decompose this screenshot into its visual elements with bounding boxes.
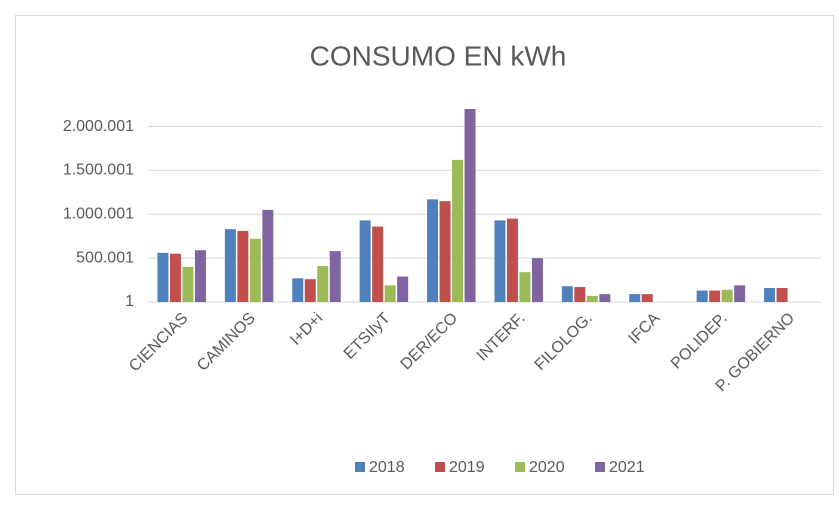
bar [494,220,506,302]
y-tick-label: 1.000.001 [63,205,134,222]
bar [452,159,464,302]
bar [194,250,206,302]
legend-label: 2021 [609,459,645,476]
bar [304,279,316,302]
bar [764,287,776,302]
legend-swatch [595,462,605,472]
bar [586,295,598,302]
bar [384,285,396,302]
legend-label: 2020 [529,459,565,476]
bar [721,289,733,302]
chart-title: CONSUMO EN kWh [310,40,567,71]
bar [224,229,236,302]
bar [734,285,746,302]
legend-swatch [355,462,365,472]
bar [776,287,788,302]
bar [464,109,476,302]
bar [709,290,721,302]
bar [561,286,573,302]
bar [629,294,641,302]
bar [359,220,371,302]
legend-label: 2019 [449,459,485,476]
y-tick-label: 1 [125,293,134,310]
bar [439,201,451,302]
y-tick-label: 500.001 [76,249,134,266]
bar [531,258,543,302]
bar [262,209,274,302]
legend-swatch [515,462,525,472]
bar [599,294,611,302]
bar [329,251,341,302]
bar [506,218,518,302]
bar [397,276,409,302]
bar [169,253,181,302]
bar [157,252,169,302]
bar [317,266,329,302]
bar [372,226,384,302]
y-tick-label: 2.000.001 [63,118,134,135]
bar [427,199,439,302]
y-tick-label: 1.500.001 [63,162,134,179]
bar [182,266,194,302]
bar [237,230,249,302]
chart-border [15,15,834,495]
bar [696,290,708,302]
bar [574,287,586,302]
bar [249,238,261,302]
legend-swatch [435,462,445,472]
bar [292,278,304,302]
legend-label: 2018 [369,459,405,476]
bar [519,272,531,302]
bar [641,294,653,302]
